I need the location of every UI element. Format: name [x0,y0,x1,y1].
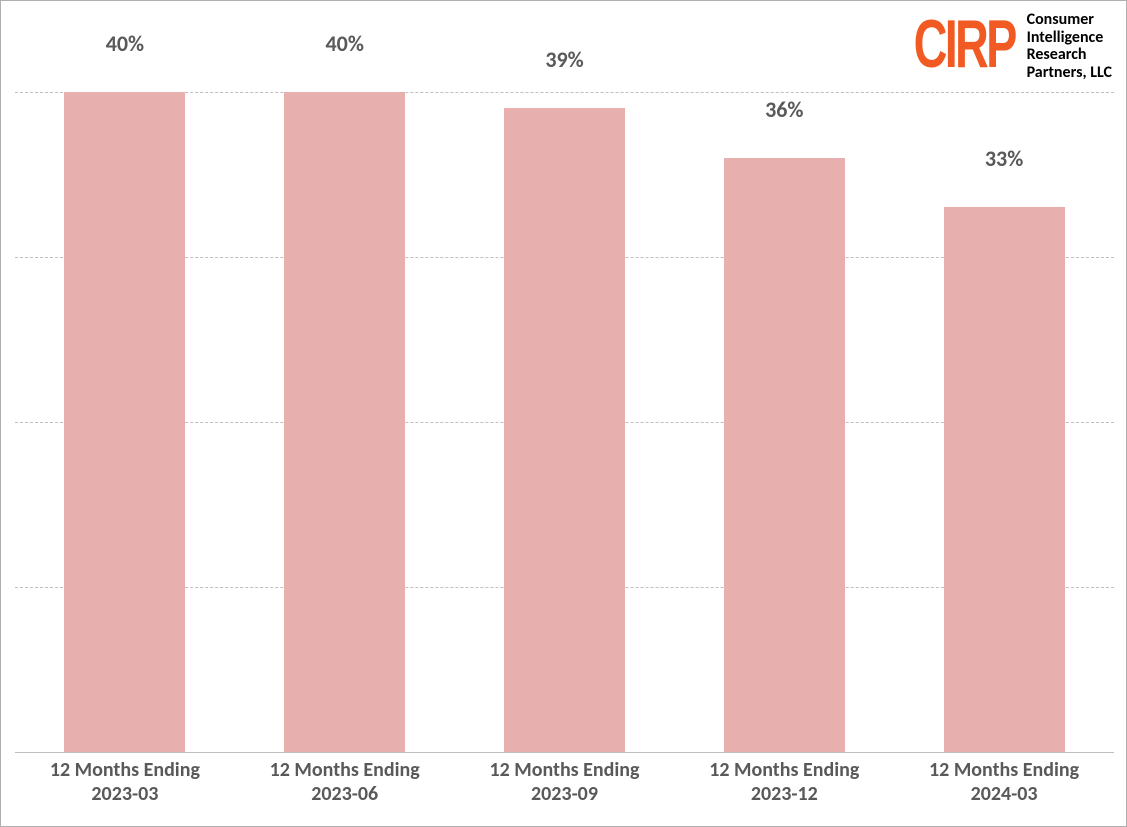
logo-subtitle-line: Partners, LLC [1027,64,1112,82]
category-label: 12 Months Ending2023-06 [235,758,455,806]
bar-value-label: 33% [894,145,1114,172]
plot-area: 40%40%39%36%33% [15,9,1114,752]
logo-wordmark: CIRP [914,11,1015,79]
category-label-line: 12 Months Ending [15,758,235,782]
bar [944,207,1065,752]
category-label: 12 Months Ending2023-09 [455,758,675,806]
category-label: 12 Months Ending2023-12 [674,758,894,806]
logo-subtitle: ConsumerIntelligenceResearchPartners, LL… [1027,9,1112,81]
category-label-line: 12 Months Ending [235,758,455,782]
bar [284,92,405,752]
cirp-logo: CIRP ConsumerIntelligenceResearchPartner… [908,9,1112,81]
category-label-line: 2024-03 [894,782,1114,806]
category-label-line: 2023-06 [235,782,455,806]
category-label-line: 2023-09 [455,782,675,806]
bar [504,108,625,752]
category-label-line: 2023-12 [674,782,894,806]
bar-value-label: 40% [235,30,455,57]
category-label: 12 Months Ending2023-03 [15,758,235,806]
axis-baseline [15,752,1114,753]
bar [724,158,845,752]
logo-subtitle-line: Intelligence [1027,29,1112,47]
bar-value-label: 40% [15,30,235,57]
category-label-line: 2023-03 [15,782,235,806]
category-label-line: 12 Months Ending [455,758,675,782]
category-label: 12 Months Ending2024-03 [894,758,1114,806]
logo-subtitle-line: Research [1027,46,1112,64]
category-label-line: 12 Months Ending [894,758,1114,782]
category-label-line: 12 Months Ending [674,758,894,782]
bar-value-label: 39% [455,46,675,73]
logo-subtitle-line: Consumer [1027,11,1112,29]
bar [64,92,185,752]
bar-value-label: 36% [674,96,894,123]
bar-chart: 40%40%39%36%33% CIRP ConsumerIntelligenc… [0,0,1127,827]
